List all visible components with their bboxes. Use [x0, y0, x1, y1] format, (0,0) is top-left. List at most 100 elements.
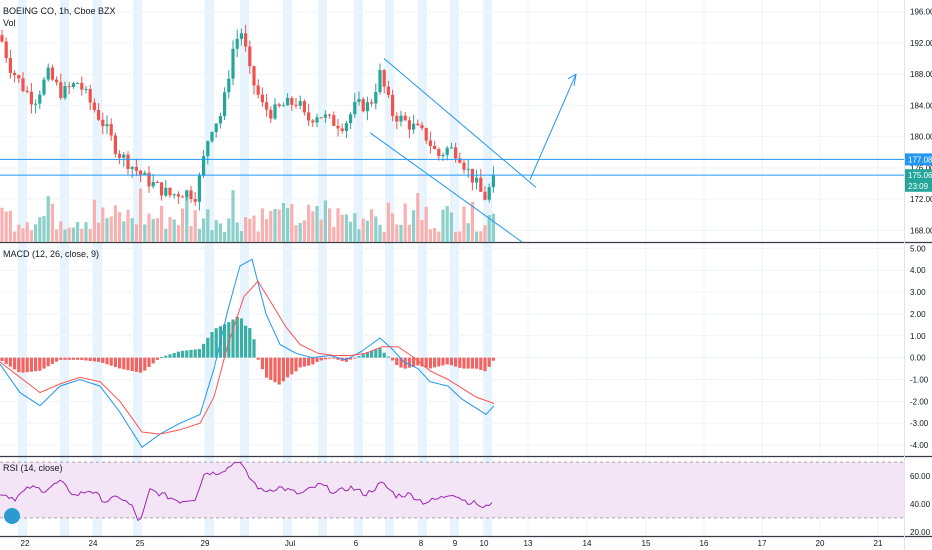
candle-body: [466, 168, 470, 170]
volume-bar: [202, 218, 206, 242]
volume-bar: [458, 231, 462, 242]
macd-histogram-bar: [374, 349, 378, 358]
candle-body: [46, 67, 50, 80]
candle-body: [55, 79, 59, 83]
volume-bar: [487, 215, 491, 242]
rsi-band: [0, 462, 904, 518]
macd-histogram-bar: [92, 357, 96, 362]
candle-body: [248, 46, 252, 67]
session-shade: [283, 0, 292, 536]
candle-body: [231, 48, 235, 79]
macd-histogram-bar: [176, 351, 180, 358]
volume-bar: [63, 229, 67, 242]
macd-histogram-bar: [286, 357, 290, 378]
candle-body: [218, 116, 222, 124]
time-tick-label: 13: [524, 539, 533, 548]
volume-bar: [227, 218, 231, 242]
candle-body: [67, 86, 71, 88]
volume-bar: [231, 190, 235, 242]
time-tick-label: 15: [642, 539, 651, 548]
candle-body: [407, 120, 411, 130]
volume-bar: [244, 217, 248, 242]
candle-body: [399, 115, 403, 122]
volume-bar: [428, 229, 432, 242]
volume-bar: [176, 225, 180, 242]
macd-tick-label: 1.00: [910, 332, 926, 341]
macd-histogram-bar: [168, 354, 172, 358]
candle-body: [277, 104, 281, 107]
candle-body: [374, 92, 378, 104]
session-shade: [385, 0, 394, 536]
macd-histogram-bar: [17, 357, 21, 373]
price-tick-label: 168.00: [910, 226, 932, 235]
rsi-label[interactable]: RSI (14, close): [3, 463, 63, 473]
candle-body: [21, 78, 25, 91]
session-shade: [60, 0, 69, 536]
macd-histogram-bar: [391, 357, 395, 361]
candle-body: [332, 115, 336, 126]
candle-body: [273, 104, 277, 119]
candle-body: [134, 166, 138, 171]
macd-histogram-bar: [420, 357, 424, 367]
candle-body: [109, 124, 113, 136]
macd-histogram-bar: [487, 357, 491, 367]
candle-body: [256, 85, 260, 95]
volume-bar: [433, 227, 437, 242]
candle-body: [139, 170, 143, 175]
volume-bar: [412, 210, 416, 242]
macd-histogram-bar: [475, 357, 479, 369]
volume-bar: [462, 206, 466, 242]
macd-histogram-bar: [256, 357, 260, 360]
candle-body: [176, 194, 180, 197]
candle-body: [38, 94, 42, 104]
volume-bar: [416, 192, 420, 242]
macd-histogram-bar: [403, 357, 407, 369]
volume-bar: [466, 223, 470, 242]
macd-label[interactable]: MACD (12, 26, close, 9): [3, 249, 100, 259]
volume-bar: [172, 219, 176, 242]
candle-body: [361, 99, 365, 112]
macd-histogram-bar: [21, 357, 25, 373]
volume-bar: [105, 218, 109, 242]
session-shade: [354, 0, 363, 536]
price-tick-label: 196.00: [910, 8, 932, 17]
session-shade: [318, 0, 327, 536]
candle-body: [286, 97, 290, 106]
macd-tick-label: 0.00: [910, 354, 926, 363]
volume-bar: [67, 227, 71, 242]
candle-body: [50, 67, 54, 80]
macd-histogram-bar: [244, 325, 248, 358]
macd-histogram-bar: [97, 357, 101, 362]
volume-bar: [143, 224, 147, 242]
candle-body: [323, 114, 327, 118]
candle-body: [269, 109, 273, 119]
price-badge: [905, 153, 932, 166]
channel-lower-line: [369, 132, 523, 243]
macd-histogram-bar: [273, 357, 277, 383]
volume-bar: [71, 227, 75, 242]
volume-bar: [101, 207, 105, 242]
macd-histogram-bar: [0, 357, 4, 362]
volume-bar: [357, 229, 361, 242]
volume-bar: [46, 196, 50, 242]
symbol-title[interactable]: BOEING CO, 1h, Cboe BZX: [3, 6, 116, 16]
candle-body: [487, 187, 491, 200]
macd-histogram-bar: [294, 357, 298, 372]
macd-histogram-bar: [361, 354, 365, 358]
macd-histogram-bar: [13, 357, 17, 370]
macd-histogram-bar: [290, 357, 294, 375]
candle-body: [210, 132, 214, 142]
time-tick-label: 21: [874, 539, 883, 548]
volume-bar: [454, 231, 458, 242]
macd-histogram-bar: [71, 357, 75, 360]
macd-histogram-bar: [386, 356, 390, 358]
macd-histogram-bar: [235, 316, 239, 358]
macd-histogram-bar: [164, 355, 168, 358]
macd-histogram-bar: [428, 357, 432, 369]
volume-bar: [281, 203, 285, 242]
volume-bar: [113, 205, 117, 242]
macd-histogram-bar: [59, 357, 63, 360]
candle-body: [63, 86, 67, 98]
volume-bar: [206, 209, 210, 242]
